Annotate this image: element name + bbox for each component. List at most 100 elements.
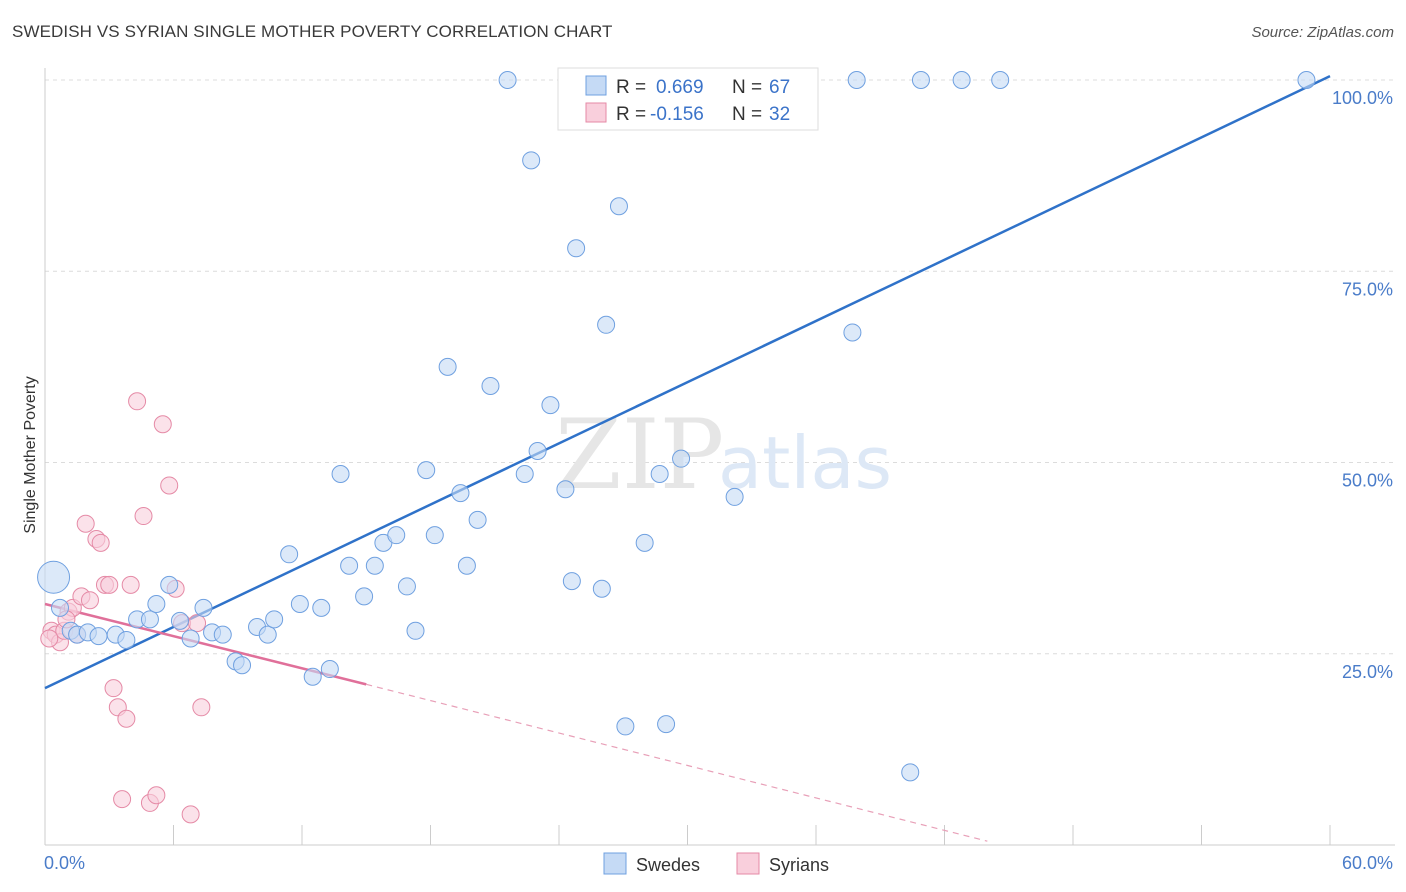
point-swedes-23 — [290, 595, 309, 614]
chart-title: SWEDISH VS SYRIAN SINGLE MOTHER POVERTY … — [12, 22, 613, 41]
legend-n-value-2: 32 — [769, 104, 790, 125]
point-swedes-22 — [280, 545, 299, 564]
y-tick-label-2: 75.0% — [1342, 279, 1393, 299]
point-swedes-52 — [609, 197, 628, 216]
point-swedes-55 — [650, 464, 669, 483]
point-swedes-28 — [340, 556, 359, 575]
point-swedes-44 — [522, 151, 541, 170]
point-swedes-57 — [672, 449, 691, 468]
point-swedes-1 — [50, 598, 69, 617]
point-syrians-24 — [160, 476, 179, 495]
point-swedes-46 — [541, 396, 560, 415]
point-swedes-16 — [213, 625, 232, 644]
y-tick-label-3: 100.0% — [1332, 88, 1393, 108]
point-swedes-62 — [901, 763, 920, 782]
point-syrians-18 — [121, 575, 140, 594]
point-swedes-50 — [592, 579, 611, 598]
point-swedes-65 — [991, 71, 1010, 89]
point-swedes-60 — [843, 323, 862, 342]
point-swedes-29 — [355, 587, 374, 606]
y-tick-label-0: 25.0% — [1342, 662, 1393, 682]
point-swedes-26 — [320, 660, 339, 679]
axes — [44, 68, 1395, 846]
point-swedes-49 — [567, 239, 586, 258]
point-syrians-23 — [153, 415, 172, 434]
point-syrians-22 — [147, 786, 166, 805]
point-swedes-9 — [140, 610, 159, 629]
y-axis-title: Single Mother Poverty — [22, 376, 39, 533]
bottom-legend-label-syrians: Syrians — [769, 855, 829, 875]
x-tick-labels: 0.0% 60.0% — [44, 853, 1393, 873]
bottom-legend-swatch-syrians — [736, 852, 760, 875]
legend-n-label-2: N = — [732, 104, 762, 125]
point-swedes-33 — [397, 577, 416, 596]
bottom-legend-label-swedes: Swedes — [636, 855, 700, 875]
point-swedes-56 — [657, 715, 676, 734]
bottom-legend-swatch-swedes — [603, 852, 627, 875]
legend-n-value-1: 67 — [769, 77, 790, 98]
point-syrians-17 — [117, 709, 136, 728]
point-syrians-13 — [100, 575, 119, 594]
point-swedes-12 — [170, 611, 189, 630]
legend-n-label-1: N = — [732, 77, 762, 98]
point-swedes-13 — [181, 629, 200, 648]
point-swedes-41 — [481, 377, 500, 395]
point-syrians-9 — [80, 591, 99, 610]
legend-r-label-1: R = — [616, 77, 646, 98]
point-swedes-14 — [194, 598, 213, 617]
legend-r-label-2: R = — [616, 104, 646, 125]
point-swedes-61 — [847, 71, 866, 89]
point-swedes-48 — [562, 572, 581, 591]
point-swedes-24 — [303, 667, 322, 686]
source-label: Source: ZipAtlas.com — [1251, 24, 1394, 41]
legend-r-value-2: -0.156 — [650, 104, 704, 125]
point-swedes-37 — [438, 357, 457, 376]
point-swedes-38 — [451, 484, 470, 503]
legend: R = 0.669 N = 67 R = -0.156 N = 32 — [557, 67, 819, 131]
point-swedes-20 — [258, 625, 277, 644]
point-syrians-14 — [104, 679, 123, 698]
watermark-zip: ZIP — [555, 399, 724, 511]
x-tick-label-1: 60.0% — [1342, 853, 1393, 873]
y-tick-labels: 25.0% 50.0% 75.0% 100.0% — [1332, 88, 1393, 682]
point-swedes-30 — [365, 556, 384, 575]
point-syrians-16 — [113, 790, 132, 809]
x-tick-label-0: 0.0% — [44, 853, 85, 873]
point-swedes-39 — [457, 556, 476, 575]
point-syrians-8 — [76, 514, 95, 533]
point-swedes-18 — [233, 656, 252, 675]
point-syrians-27 — [181, 805, 200, 824]
trend-line-syrians-extension — [366, 683, 988, 842]
legend-swatch-swedes — [585, 75, 607, 96]
point-swedes-36 — [425, 526, 444, 545]
point-swedes-66 — [1297, 71, 1316, 89]
point-swedes-59 — [725, 487, 744, 506]
point-swedes-45 — [528, 442, 547, 461]
y-tick-label-1: 50.0% — [1342, 471, 1393, 491]
watermark-atlas: atlas — [718, 421, 892, 505]
point-swedes-54 — [635, 533, 654, 552]
point-swedes-10 — [147, 595, 166, 614]
point-syrians-29 — [192, 698, 211, 717]
bottom-legend: Swedes Syrians — [603, 852, 829, 875]
point-swedes-40 — [468, 510, 487, 529]
point-swedes-0 — [37, 560, 71, 594]
point-swedes-11 — [160, 575, 179, 594]
watermark: ZIP atlas — [555, 399, 892, 511]
point-swedes-27 — [331, 464, 350, 483]
point-swedes-64 — [952, 71, 971, 89]
point-swedes-51 — [597, 315, 616, 334]
point-syrians-30 — [40, 629, 59, 648]
point-swedes-53 — [616, 717, 635, 736]
point-swedes-35 — [417, 461, 436, 480]
legend-r-value-1: 0.669 — [656, 77, 704, 98]
point-swedes-63 — [911, 71, 930, 89]
point-swedes-42 — [498, 71, 517, 89]
legend-swatch-syrians — [585, 102, 607, 123]
point-swedes-21 — [265, 610, 284, 629]
data-points — [37, 71, 1316, 824]
point-syrians-19 — [128, 392, 147, 411]
point-swedes-5 — [89, 627, 108, 646]
point-swedes-34 — [406, 621, 425, 640]
